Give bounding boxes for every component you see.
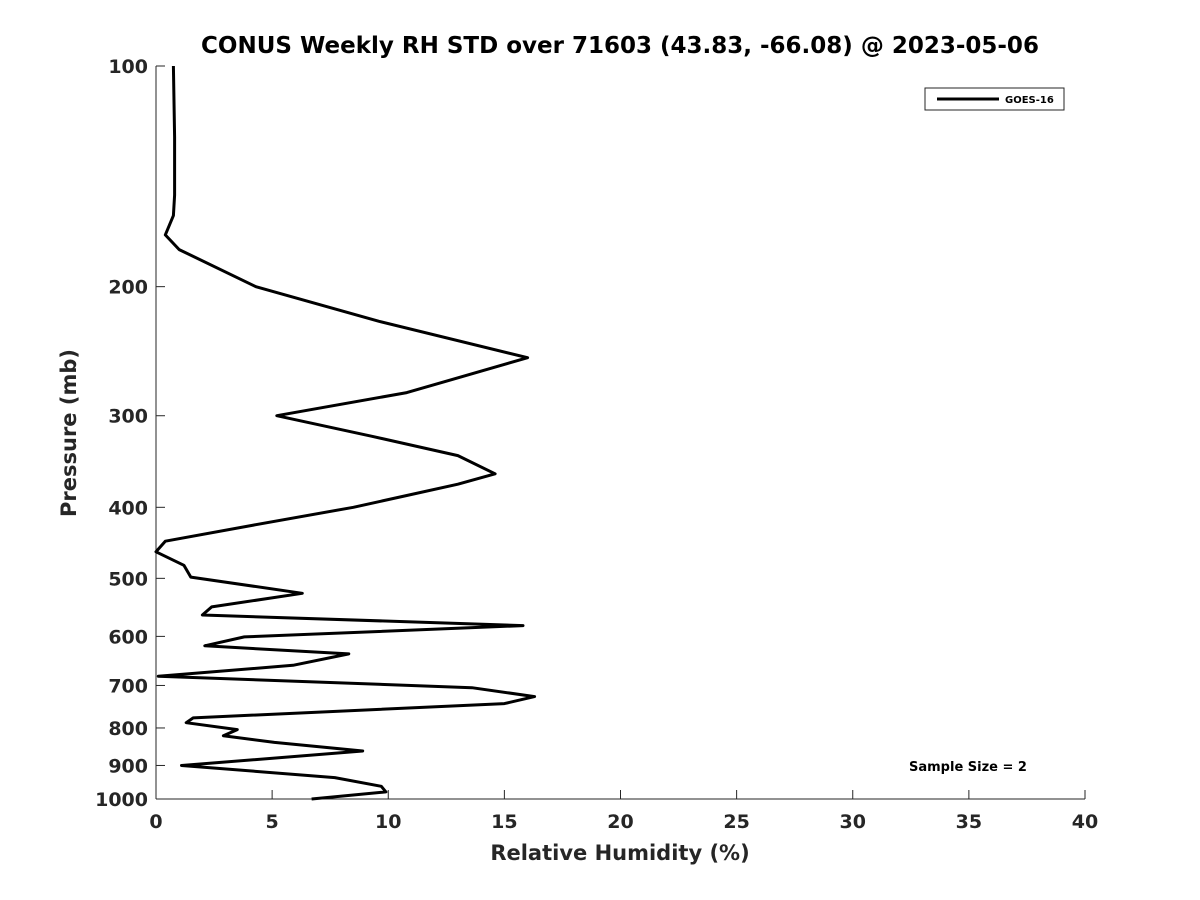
sample-size-annotation: Sample Size = 2 bbox=[909, 760, 1027, 775]
legend: GOES-16 bbox=[924, 87, 1065, 111]
x-tick-label: 30 bbox=[840, 811, 866, 833]
y-axis-title: Pressure (mb) bbox=[57, 349, 81, 517]
series-layer bbox=[154, 65, 537, 801]
axes: 0 5 10 15 20 25 30 35 40 100 200 300 400 500 600 700 800… bbox=[95, 56, 1098, 833]
x-tick-label: 10 bbox=[375, 811, 401, 833]
y-tick-label: 900 bbox=[108, 755, 148, 777]
x-tick-label: 20 bbox=[607, 811, 633, 833]
x-tick-label: 0 bbox=[149, 811, 162, 833]
y-tick-label: 100 bbox=[108, 56, 148, 78]
y-tick-label: 300 bbox=[108, 406, 148, 428]
y-tick-label: 700 bbox=[108, 675, 148, 697]
series-line-goes-16 bbox=[154, 65, 537, 801]
x-tick-label: 15 bbox=[491, 811, 517, 833]
chart-title: CONUS Weekly RH STD over 71603 (43.83, -… bbox=[201, 33, 1039, 59]
legend-label-goes-16: GOES-16 bbox=[1005, 95, 1054, 106]
x-tick-label: 35 bbox=[956, 811, 982, 833]
x-tick-label: 25 bbox=[723, 811, 749, 833]
y-tick-label: 500 bbox=[108, 568, 148, 590]
y-tick-label: 800 bbox=[108, 718, 148, 740]
x-tick-label: 5 bbox=[266, 811, 279, 833]
x-tick-label: 40 bbox=[1072, 811, 1098, 833]
y-tick-label: 400 bbox=[108, 497, 148, 519]
y-tick-label: 600 bbox=[108, 626, 148, 648]
y-tick-label: 200 bbox=[108, 277, 148, 299]
x-axis-title: Relative Humidity (%) bbox=[490, 841, 749, 865]
y-tick-label: 1000 bbox=[95, 789, 148, 811]
